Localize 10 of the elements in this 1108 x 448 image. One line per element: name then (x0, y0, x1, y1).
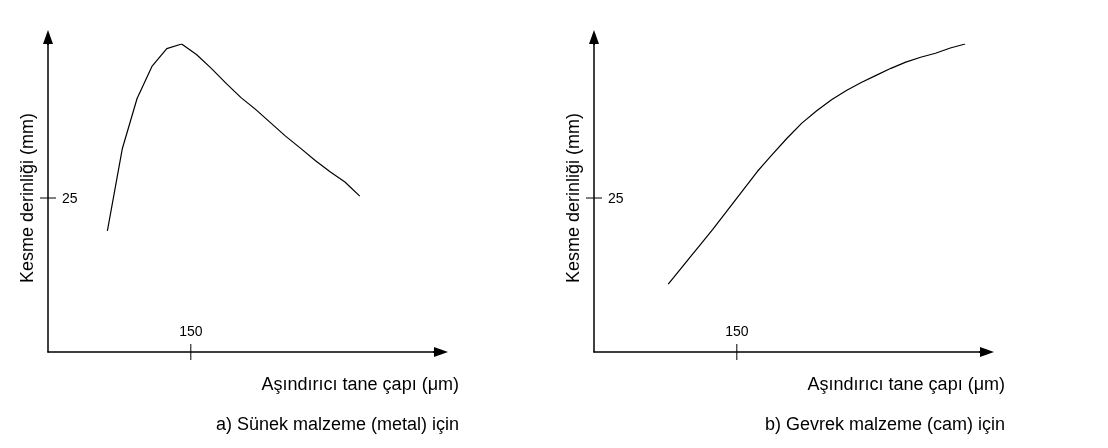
y-axis-title: Kesme derinliği (mm) (17, 112, 37, 284)
y-axis-title: Kesme derinliği (mm) (563, 112, 583, 284)
x-axis-title: Aşındırıcı tane çapı (μm) (807, 374, 1005, 394)
annotation: 25 (62, 190, 78, 206)
annotation: 150 (179, 323, 203, 339)
text: b) Gevrek malzeme (cam) için (764, 414, 1005, 434)
x-axis-title: Aşındırıcı tane çapı (μm) (261, 374, 459, 394)
text: a) Sünek malzeme (metal) için (215, 414, 460, 434)
annotation: 25 (608, 190, 624, 206)
annotation: 150 (725, 323, 749, 339)
